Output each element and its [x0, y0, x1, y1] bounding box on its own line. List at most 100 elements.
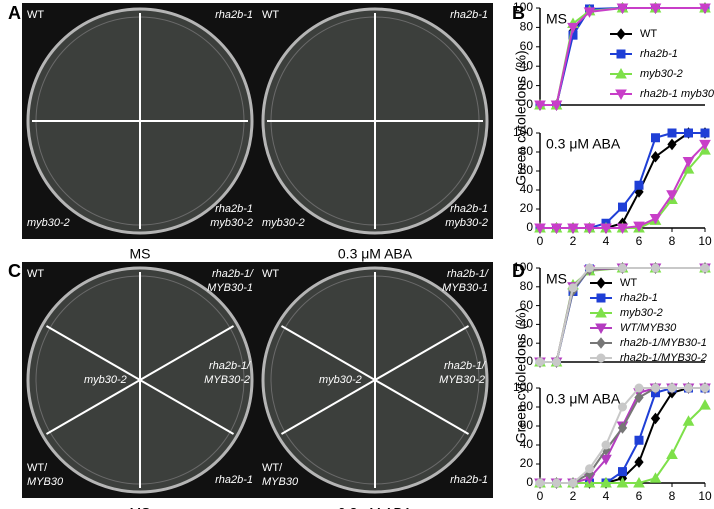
x-tick-label: 4 — [603, 234, 610, 248]
y-tick-label: 60 — [520, 418, 534, 432]
point — [601, 440, 611, 450]
plate-label: rha2b-1 — [215, 474, 253, 486]
y-tick-label: 20 — [520, 201, 534, 215]
annotation: MS — [546, 271, 567, 287]
legend-marker — [615, 67, 627, 79]
point — [700, 383, 710, 393]
y-tick-label: 80 — [520, 144, 534, 158]
y-axis-label: Green cytoledons (%) — [513, 308, 529, 443]
point — [650, 150, 661, 163]
plate-label: MYB30 — [27, 476, 64, 488]
point — [667, 383, 677, 393]
legend-label: WT/MYB30 — [620, 322, 677, 334]
point — [585, 464, 594, 474]
point — [700, 263, 710, 273]
point — [682, 415, 695, 426]
point — [651, 133, 660, 143]
point — [634, 456, 644, 468]
point — [699, 399, 711, 410]
plate-label: MYB30-2 — [439, 374, 485, 386]
point — [616, 223, 629, 235]
plate-label: WT — [27, 9, 44, 21]
point — [600, 476, 612, 488]
plate-label: myb30-2 — [27, 217, 70, 229]
legend-marker — [596, 353, 606, 363]
point — [634, 391, 644, 404]
point — [700, 128, 710, 138]
plate-label: MYB30-1 — [207, 282, 253, 294]
plate-label: myb30-2 — [445, 217, 488, 229]
plate-label: MYB30-1 — [442, 282, 488, 294]
y-tick-label: 0 — [526, 354, 533, 368]
legend-marker — [596, 337, 606, 349]
point — [600, 223, 612, 235]
x-tick-label: 8 — [669, 489, 676, 503]
legend-marker — [616, 28, 626, 40]
point — [649, 472, 662, 483]
x-tick-label: 2 — [570, 234, 577, 248]
point — [535, 357, 545, 367]
x-tick-label: 10 — [698, 234, 712, 248]
plate-label: myb30-2 — [84, 374, 127, 386]
legend-marker — [595, 306, 607, 318]
point — [634, 383, 644, 393]
plate-label: WT — [27, 268, 44, 280]
y-tick-label: 100 — [513, 260, 533, 274]
y-axis-label: Green cytoledons (%) — [513, 50, 529, 185]
plate-label: WT/ — [27, 462, 48, 474]
point — [633, 476, 645, 488]
point — [651, 263, 660, 273]
point — [684, 383, 693, 393]
x-tick-label: 0 — [537, 234, 544, 248]
point — [684, 128, 693, 138]
legend-label: rha2b-1/MYB30-1 — [620, 337, 707, 349]
y-tick-label: 20 — [520, 335, 534, 349]
y-tick-label: 80 — [520, 279, 534, 293]
plate-label: WT — [262, 9, 279, 21]
plate-label: WT — [262, 268, 279, 280]
legend-marker — [615, 89, 627, 101]
plate-label: myb30-2 — [319, 374, 362, 386]
point — [550, 223, 563, 235]
x-tick-label: 6 — [636, 489, 643, 503]
point — [567, 22, 579, 34]
point — [535, 478, 545, 488]
legend-marker — [596, 293, 606, 303]
y-tick-label: 40 — [520, 182, 534, 196]
point — [552, 478, 561, 488]
point — [583, 223, 596, 235]
annotation: MS — [546, 11, 567, 27]
legend-label: myb30-2 — [640, 68, 683, 80]
legend-label: rha2b-1 — [620, 292, 658, 304]
legend-marker — [596, 277, 606, 289]
point — [667, 128, 677, 138]
annotation: 0.3 μM ABA — [546, 391, 621, 407]
y-tick-label: 0 — [526, 475, 533, 489]
point — [666, 190, 678, 201]
plate-caption: 0.3 μM ABA — [338, 246, 413, 262]
point — [567, 223, 579, 235]
plate-label: myb30-2 — [210, 217, 253, 229]
point — [649, 3, 662, 15]
legend-marker — [616, 49, 626, 59]
y-tick-label: 100 — [513, 380, 533, 394]
plate-caption: MS — [130, 505, 151, 509]
x-tick-label: 2 — [570, 489, 577, 503]
point — [650, 412, 661, 425]
point — [667, 138, 677, 151]
plate-caption: MS — [130, 246, 151, 262]
y-tick-label: 40 — [520, 58, 534, 72]
point — [618, 202, 627, 212]
y-tick-label: 40 — [520, 317, 534, 331]
point — [633, 221, 645, 233]
panel-letter: A — [8, 3, 21, 23]
plate-label: MYB30 — [262, 476, 299, 488]
divider — [45, 325, 235, 435]
plate-label: MYB30-2 — [204, 374, 250, 386]
panel-letter: B — [512, 3, 525, 23]
point — [651, 383, 660, 393]
point — [550, 100, 563, 112]
plate-label: WT/ — [262, 462, 283, 474]
plate-label: rha2b-1 — [450, 203, 488, 215]
